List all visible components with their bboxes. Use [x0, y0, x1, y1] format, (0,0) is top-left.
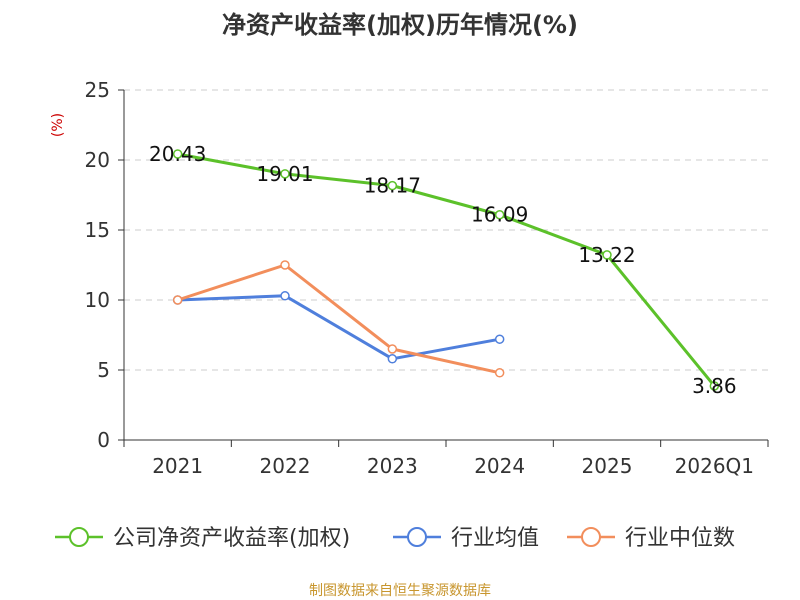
data-point — [387, 344, 398, 354]
y-axis-unit-label: (%) — [50, 113, 66, 137]
legend-swatch-marker — [581, 527, 601, 547]
data-point — [494, 209, 505, 220]
data-label: 20.43 — [149, 142, 206, 166]
data-label: 18.17 — [364, 174, 421, 198]
legend-swatch-marker — [407, 527, 427, 547]
data-label: 3.86 — [692, 374, 737, 398]
legend-label: 行业均值 — [451, 526, 539, 551]
series-layer — [172, 149, 720, 391]
data-point — [494, 368, 505, 378]
legend-label: 公司净资产收益率(加权) — [113, 526, 350, 551]
legend-item-2: 行业中位数 — [567, 526, 735, 551]
y-tick-label: 20 — [85, 148, 110, 172]
series-line — [177, 263, 500, 375]
data-point — [602, 250, 612, 260]
x-tick-label: 2026Q1 — [675, 454, 754, 478]
x-tick-label: 2021 — [152, 454, 203, 478]
data-point — [494, 334, 505, 344]
legend-item-0: 公司净资产收益率(加权) — [55, 526, 350, 551]
legend-item-1: 行业均值 — [393, 526, 539, 551]
series-line — [177, 152, 716, 387]
data-point — [172, 295, 183, 305]
data-point — [280, 260, 290, 270]
data-point — [280, 169, 290, 179]
data-label: 16.09 — [471, 203, 528, 227]
data-point — [709, 381, 720, 391]
legend-swatch-marker — [69, 527, 89, 547]
y-tick-label: 15 — [85, 218, 110, 242]
data-point — [387, 354, 398, 364]
y-tick-label: 10 — [85, 288, 110, 312]
chart-title: 净资产收益率(加权)历年情况(%) — [222, 11, 578, 39]
x-tick-label: 2025 — [582, 454, 633, 478]
y-tick-label: 0 — [97, 428, 110, 452]
data-point — [280, 291, 290, 301]
legend: 公司净资产收益率(加权) 行业均值 行业中位数 — [55, 526, 735, 551]
legend-label: 行业中位数 — [625, 526, 735, 551]
series-2 — [172, 260, 505, 378]
data-point — [387, 180, 398, 191]
series-line — [177, 294, 500, 361]
data-labels: 20.43 19.01 18.17 16.09 13.22 3.86 — [149, 142, 737, 398]
x-tick-label: 2024 — [474, 454, 525, 478]
gridlines — [124, 89, 768, 371]
source-note: 制图数据来自恒生聚源数据库 — [309, 583, 491, 599]
data-label: 19.01 — [256, 162, 313, 186]
x-tick-label: 2023 — [367, 454, 418, 478]
y-tick-label: 5 — [97, 358, 110, 382]
data-label: 13.22 — [578, 243, 635, 267]
series-0 — [172, 149, 720, 391]
y-tick-label: 25 — [85, 78, 110, 102]
series-1 — [172, 291, 505, 364]
x-tick-label: 2022 — [260, 454, 311, 478]
data-point — [172, 149, 183, 159]
